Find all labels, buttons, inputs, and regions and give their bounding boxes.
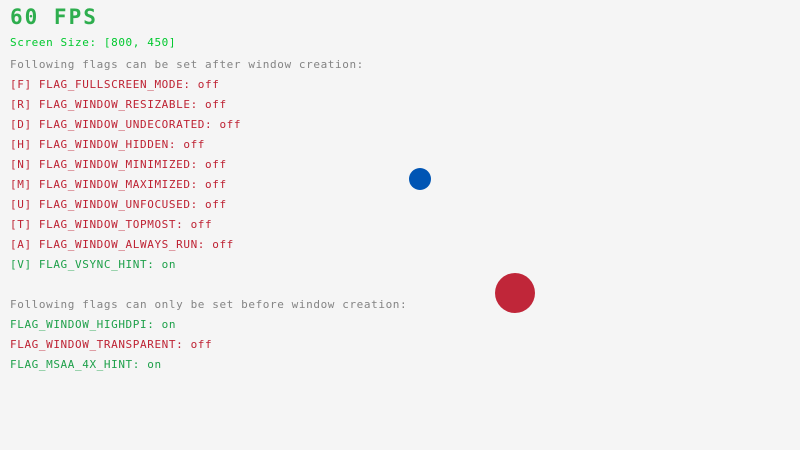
flag-row-window-topmost[interactable]: [T] FLAG_WINDOW_TOPMOST: off <box>10 218 213 231</box>
flag-row-window-undecorated[interactable]: [D] FLAG_WINDOW_UNDECORATED: off <box>10 118 242 131</box>
screen-size-label: Screen Size: [800, 450] <box>10 36 177 49</box>
flag-row-window-resizable[interactable]: [R] FLAG_WINDOW_RESIZABLE: off <box>10 98 227 111</box>
flag-row-msaa-4x-hint: FLAG_MSAA_4X_HINT: on <box>10 358 162 371</box>
flag-row-window-hidden[interactable]: [H] FLAG_WINDOW_HIDDEN: off <box>10 138 206 151</box>
red-ball-icon <box>495 273 535 313</box>
flag-row-vsync-hint[interactable]: [V] FLAG_VSYNC_HINT: on <box>10 258 177 271</box>
heading-before-creation: Following flags can only be set before w… <box>10 298 408 311</box>
flag-row-window-transparent: FLAG_WINDOW_TRANSPARENT: off <box>10 338 213 351</box>
flag-row-window-minimized[interactable]: [N] FLAG_WINDOW_MINIMIZED: off <box>10 158 227 171</box>
heading-after-creation: Following flags can be set after window … <box>10 58 364 71</box>
flag-row-window-unfocused[interactable]: [U] FLAG_WINDOW_UNFOCUSED: off <box>10 198 227 211</box>
flag-row-window-always-run[interactable]: [A] FLAG_WINDOW_ALWAYS_RUN: off <box>10 238 234 251</box>
flag-row-window-maximized[interactable]: [M] FLAG_WINDOW_MAXIMIZED: off <box>10 178 227 191</box>
flag-row-fullscreen-mode[interactable]: [F] FLAG_FULLSCREEN_MODE: off <box>10 78 220 91</box>
fps-counter: 60 FPS <box>10 5 98 29</box>
blue-ball-icon <box>409 168 431 190</box>
flag-row-window-highdpi: FLAG_WINDOW_HIGHDPI: on <box>10 318 177 331</box>
